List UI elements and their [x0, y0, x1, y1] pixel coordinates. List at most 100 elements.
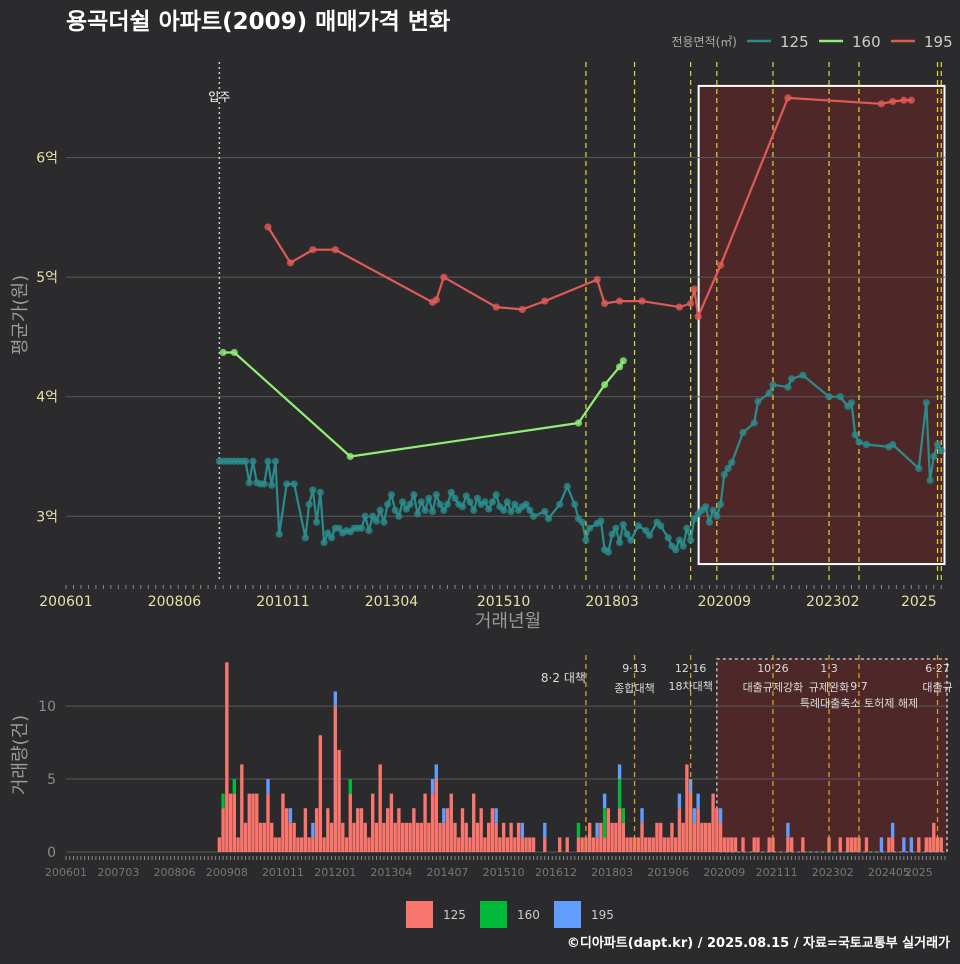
volume-bar-125	[404, 822, 409, 852]
volume-bar-125	[266, 793, 270, 852]
volume-bar-195	[692, 808, 697, 823]
volume-x-tick-label: 200601	[45, 866, 87, 879]
volume-bar-125	[322, 837, 326, 852]
legend-label-125: 125	[780, 33, 809, 51]
volume-bar-125	[344, 837, 349, 852]
bottom-y-axis-label: 거래량(건)	[10, 715, 31, 795]
x-tick-label: 202009	[698, 594, 751, 610]
policy-event-date: 12·16	[675, 662, 707, 675]
volume-bar-125	[412, 808, 416, 852]
volume-bar-125	[730, 837, 734, 852]
series-point-125	[604, 548, 612, 556]
volume-bar-125	[928, 837, 932, 852]
volume-bar-125	[662, 837, 667, 852]
volume-bar-125	[614, 822, 618, 852]
volume-bar-125	[225, 662, 229, 852]
volume-bar-125	[659, 822, 663, 852]
volume-bar-125	[442, 822, 446, 852]
volume-bar-125	[520, 837, 525, 852]
series-point-125	[511, 500, 519, 508]
volume-bar-125	[408, 822, 412, 852]
series-point-160	[615, 363, 624, 371]
volume-y-tick-label: 10	[38, 699, 56, 715]
x-tick-label: 201011	[256, 594, 309, 610]
volume-bar-125	[281, 793, 285, 852]
volume-legend-swatch-125	[406, 901, 433, 928]
volume-bar-125	[509, 822, 513, 852]
volume-bar-125	[311, 837, 315, 852]
series-point-195	[900, 96, 908, 104]
series-point-125	[399, 498, 407, 506]
volume-bar-125	[400, 822, 405, 852]
series-point-125	[889, 440, 897, 449]
series-point-195	[615, 297, 624, 305]
series-point-125	[485, 505, 493, 513]
series-point-125	[260, 480, 268, 488]
series-point-195	[694, 313, 702, 321]
series-point-125	[462, 492, 470, 500]
volume-bar-125	[329, 822, 334, 852]
series-point-125	[556, 500, 564, 508]
volume-bar-125	[371, 793, 375, 852]
volume-bar-125	[385, 808, 390, 852]
volume-bar-125	[505, 837, 510, 852]
volume-bar-125	[688, 793, 693, 852]
series-point-125	[275, 530, 283, 538]
volume-bar-125	[677, 808, 682, 852]
volume-bar-125	[415, 822, 420, 852]
volume-bar-160	[348, 779, 352, 794]
x-tick-label: 200806	[148, 594, 202, 610]
series-point-195	[877, 100, 886, 108]
volume-bar-125	[258, 822, 263, 852]
series-point-125	[432, 491, 440, 499]
volume-bar-195	[333, 691, 337, 707]
volume-bar-125	[382, 822, 386, 852]
x-tick-label: 202302	[806, 594, 859, 610]
volume-bar-125	[685, 764, 689, 852]
series-point-195	[440, 273, 448, 281]
volume-bar-195	[288, 808, 293, 823]
series-point-125	[657, 522, 665, 530]
legend-label-195: 195	[924, 33, 953, 51]
series-point-125	[384, 500, 392, 508]
series-point-125	[922, 399, 930, 407]
volume-bar-125	[625, 837, 629, 852]
volume-bar-125	[595, 837, 599, 852]
series-point-125	[309, 486, 317, 494]
policy-event-label: 8·2 대책	[541, 670, 586, 685]
policy-event-date: 9·13	[622, 662, 647, 675]
policy-event-label: 대출규제강화	[743, 681, 804, 694]
series-point-125	[709, 506, 717, 514]
series-point-125	[571, 500, 579, 508]
volume-x-tick-label: 200806	[153, 866, 195, 879]
volume-bar-125	[786, 837, 790, 852]
series-point-125	[765, 389, 773, 397]
volume-bar-125	[367, 837, 371, 852]
series-point-125	[305, 500, 313, 508]
series-point-125	[241, 457, 250, 465]
volume-bar-125	[427, 822, 431, 852]
volume-bar-125	[397, 808, 401, 852]
volume-legend-swatch-160	[480, 901, 507, 928]
volume-bar-195	[677, 793, 682, 809]
series-point-125	[283, 480, 291, 488]
volume-bar-125	[524, 837, 528, 852]
volume-bar-125	[849, 837, 854, 852]
volume-bar-125	[924, 837, 928, 852]
series-point-125	[316, 488, 324, 496]
volume-bar-125	[741, 837, 745, 852]
volume-x-tick-label: 201510	[483, 866, 525, 879]
series-point-125	[619, 521, 627, 529]
volume-bar-195	[909, 837, 914, 852]
series-point-125	[320, 538, 328, 547]
series-point-195	[518, 305, 526, 314]
volume-bar-125	[449, 793, 453, 852]
series-point-125	[724, 464, 732, 473]
y-tick-label: 3억	[36, 509, 58, 525]
volume-bar-125	[707, 822, 712, 852]
volume-bar-125	[457, 837, 461, 852]
volume-bar-125	[617, 808, 622, 852]
series-point-125	[784, 383, 792, 391]
series-point-125	[855, 438, 863, 446]
